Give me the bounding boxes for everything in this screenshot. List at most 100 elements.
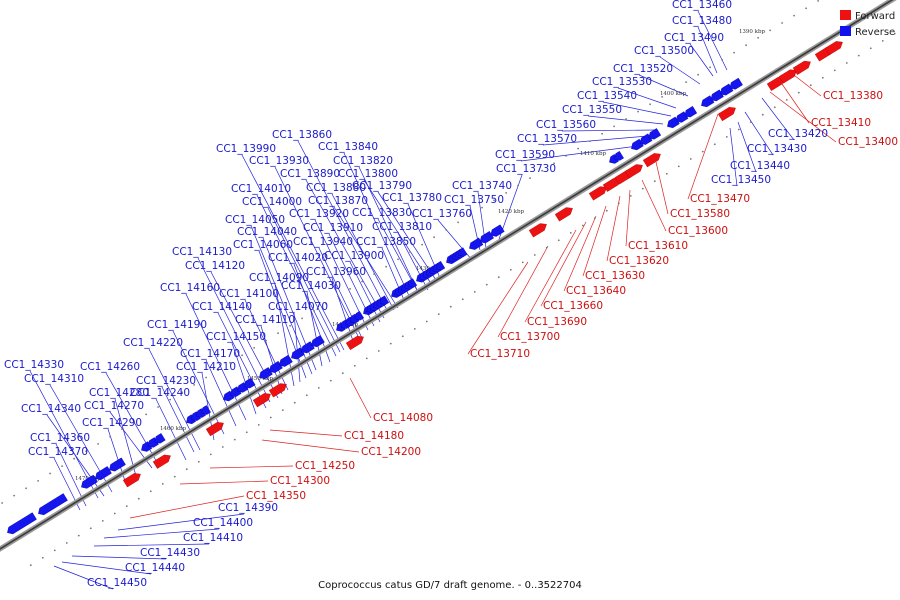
reverse-gene-glyph [7,512,37,535]
marker-dot [65,542,68,544]
forward-gene-glyph [268,383,287,398]
marker-dot [433,236,435,239]
forward-gene-glyph [778,69,797,84]
reverse-leader-line [205,359,237,427]
reverse-gene-label: CC1_14230 [136,375,196,387]
marker-dot [509,268,512,271]
reverse-leader-line [53,565,114,590]
marker-dot [733,51,735,54]
legend-reverse-label: Reverse [855,27,895,38]
reverse-leader-line [241,154,345,351]
marker-dot [361,280,363,283]
marker-dot [25,487,27,490]
reverse-gene-label: CC1_13880 [306,182,366,194]
forward-gene-glyph [205,422,224,437]
reverse-leader-line [737,121,757,173]
marker-dot [505,192,507,194]
reverse-gene-label: CC1_13840 [318,141,378,153]
reverse-gene-label: CC1_13860 [272,129,332,141]
reverse-gene-label: CC1_14290 [82,417,142,429]
marker-dot [713,143,716,146]
marker-dot [833,69,836,72]
forward-gene-glyph [588,186,607,201]
reverse-gene-label: CC1_13530 [592,76,652,88]
reverse-gene-label: CC1_13520 [613,63,673,75]
forward-leader-line [606,195,621,262]
marker-dot [857,54,860,57]
forward-leader-line [655,161,669,215]
reverse-gene-glyph [154,433,166,444]
marker-dot [817,0,819,2]
forward-gene-glyph [717,107,736,122]
reverse-gene-label: CC1_13900 [324,250,384,262]
marker-dot [149,490,152,493]
marker-dot [197,460,200,463]
marker-dot [653,180,656,183]
reverse-gene-label: CC1_13760 [412,208,472,220]
marker-dot [697,73,699,76]
forward-gene-label: CC1_13610 [628,240,688,252]
marker-dot [469,214,471,216]
marker-dot [133,420,136,423]
reverse-gene-label: CC1_14270 [84,400,144,412]
reverse-gene-label: CC1_13910 [303,222,363,234]
marker-dot [161,483,164,485]
tick-label: 1460 kbp [160,426,187,432]
reverse-gene-label: CC1_14060 [233,239,293,251]
marker-dot [293,401,296,404]
reverse-leader-line [697,26,718,74]
marker-dot [29,564,32,567]
marker-dot [785,99,788,101]
marker-dot [565,155,567,157]
tick-label: 1420 kbp [498,209,525,215]
marker-dot [1,502,3,504]
forward-leader-line [524,229,577,323]
reverse-gene-label: CC1_14010 [231,183,291,195]
reverse-gene-label: CC1_13440 [730,160,790,172]
reverse-gene-label: CC1_14050 [225,214,285,226]
forward-leader-line [563,215,597,292]
marker-dot [421,243,423,246]
forward-gene-label: CC1_13640 [566,285,626,297]
marker-dot [229,361,232,364]
marker-dot [473,291,476,293]
reverse-leader-line [343,152,411,299]
marker-dot [649,103,651,106]
forward-gene-label: CC1_13710 [470,348,530,360]
reverse-leader-line [297,140,389,313]
reverse-leader-line [256,194,337,357]
marker-dot [521,261,524,264]
marker-dot [253,347,256,349]
marker-dot [809,84,812,87]
reverse-gene-glyph [614,150,624,161]
marker-dot [701,150,704,153]
forward-gene-label: CC1_13660 [543,300,603,312]
reverse-gene-label: CC1_13500 [634,45,694,57]
reverse-leader-line [331,193,395,311]
marker-dot [221,446,224,448]
forward-gene-label: CC1_13620 [609,255,669,267]
marker-dot [673,88,675,91]
reverse-gene-label: CC1_13570 [517,133,577,145]
reverse-gene-label: CC1_14370 [28,446,88,458]
marker-dot [617,202,620,205]
forward-leader-line [789,71,822,97]
reverse-leader-line [61,561,152,575]
forward-leader-line [540,221,587,307]
reverse-gene-label: CC1_13830 [352,207,412,219]
marker-dot [173,475,176,478]
marker-dot [589,140,591,143]
marker-dot [341,372,344,375]
reverse-gene-label: CC1_13890 [280,168,340,180]
marker-dot [413,328,416,330]
forward-leader-line [209,465,294,469]
reverse-gene-label: CC1_14130 [172,246,232,258]
reverse-gene-label: CC1_13920 [289,208,349,220]
forward-gene-label: CC1_13470 [690,193,750,205]
marker-dot [709,66,711,69]
marker-dot [637,110,639,113]
reverse-leader-line [305,179,385,319]
reverse-gene-label: CC1_14110 [235,314,295,326]
reverse-gene-label: CC1_13790 [352,180,412,192]
reverse-gene-label: CC1_14170 [180,348,240,360]
